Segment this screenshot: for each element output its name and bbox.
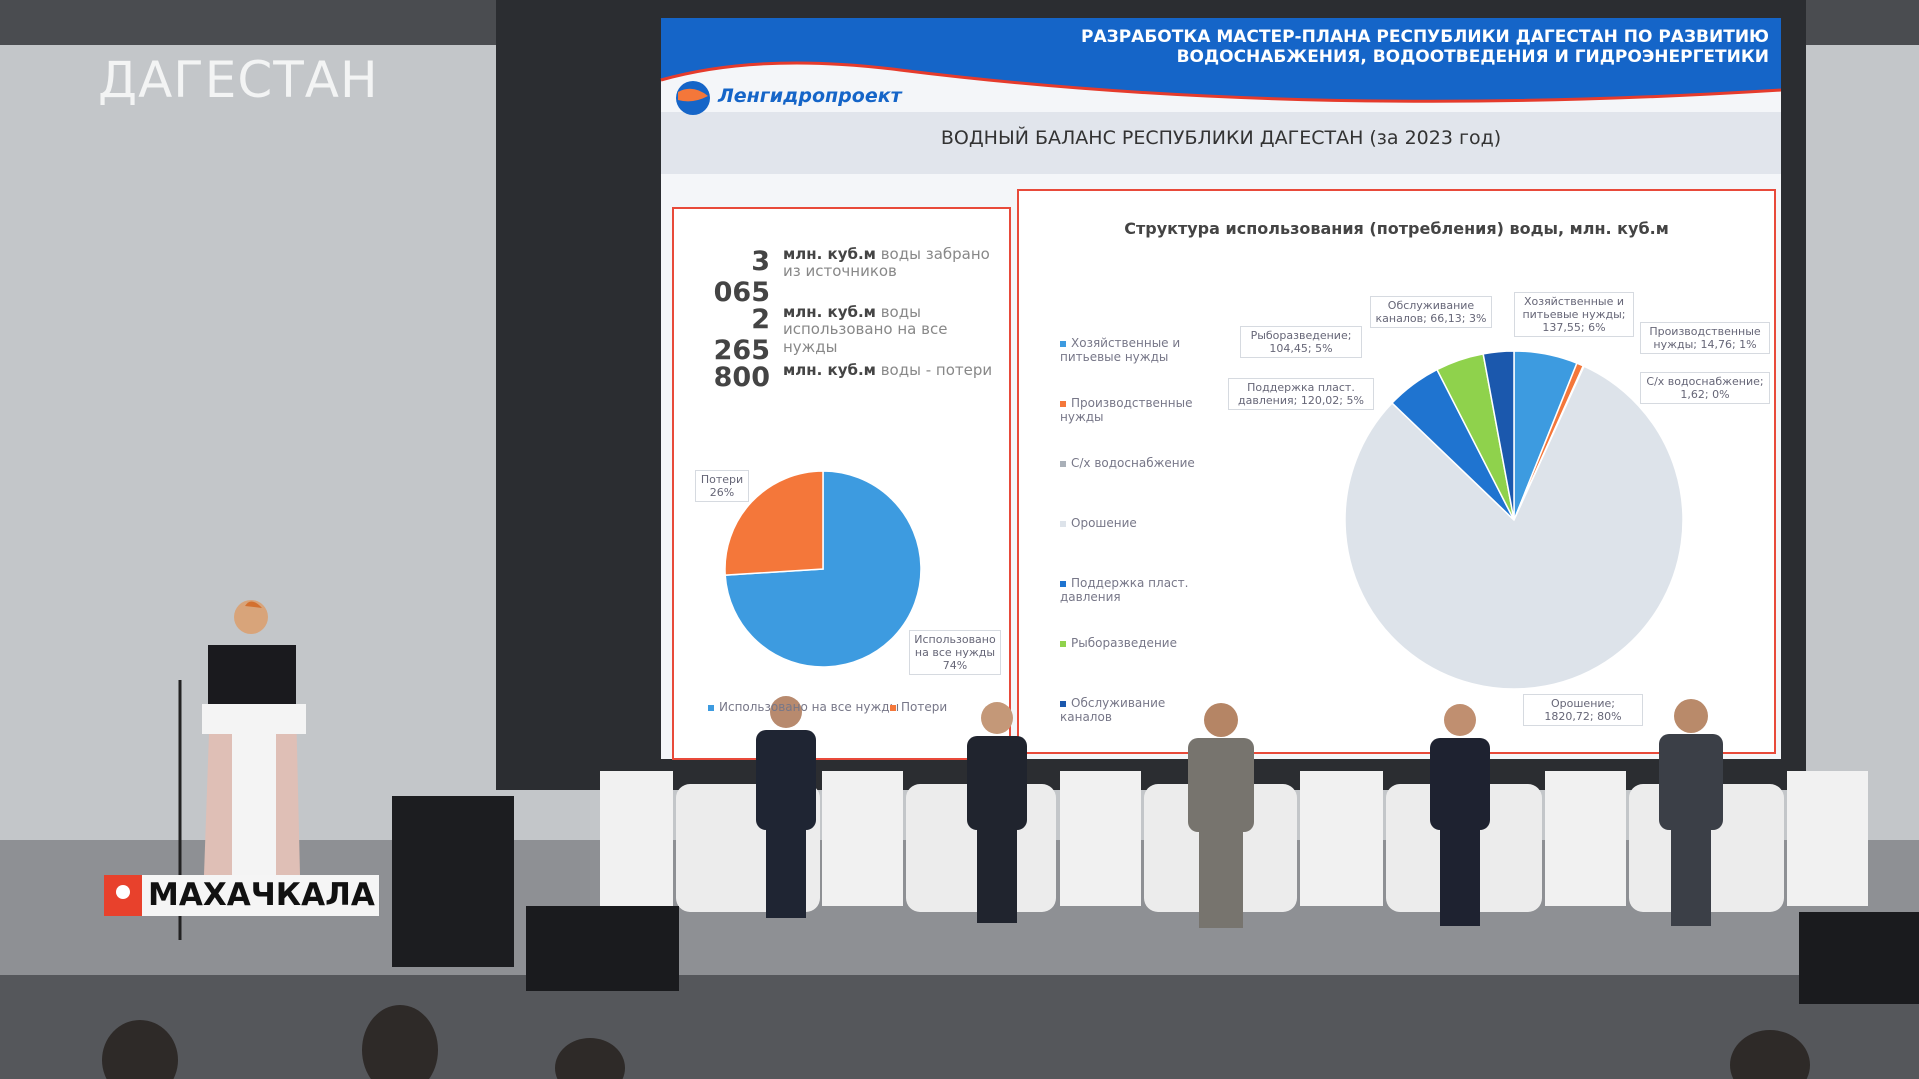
pie-label: Хозяйственные и питьевые нужды; 137,55; …: [1514, 292, 1634, 337]
slide-title-line: РАЗРАБОТКА МАСТЕР-ПЛАНА РЕСПУБЛИКИ ДАГЕС…: [1081, 27, 1769, 47]
stat-desc: воды забрано из источников: [783, 245, 990, 281]
stat-unit: млн. куб.м: [783, 361, 876, 379]
audience-heads: [102, 1005, 1810, 1079]
pie-label: Орошение; 1820,72; 80%: [1523, 694, 1643, 726]
location: МАХАЧКАЛА: [148, 877, 375, 913]
pie-label: Обслуживание каналов; 66,13; 3%: [1370, 296, 1492, 328]
legend-label: Поддержка пласт. давления: [1060, 576, 1189, 604]
pie-label: Производственные нужды; 14,76; 1%: [1640, 322, 1770, 354]
stat-value: 3 065: [713, 246, 770, 309]
stat-desc: воды использовано на все нужды: [783, 303, 948, 356]
legend-label: Рыборазведение: [1071, 636, 1177, 650]
pie-slice: [1344, 365, 1684, 690]
location-pin-dot: [116, 885, 130, 899]
company-logo-wave: [678, 88, 708, 102]
tv-monitor: [392, 796, 514, 967]
legend-item: Рыборазведение: [1060, 636, 1200, 650]
pie-label: Использовано на все нужды 74%: [909, 630, 1001, 675]
panelists: [756, 696, 1723, 928]
channel-logo: ДАГЕСТАН: [98, 51, 379, 109]
location-box: [142, 875, 379, 916]
pie-slice: [724, 470, 824, 576]
speaker-box: [526, 906, 679, 991]
table: [822, 771, 903, 906]
legend-item: Поддержка пласт. давления: [1060, 576, 1200, 604]
legend-marker: [1060, 700, 1066, 707]
legend-item: Хозяйственные и питьевые нужды: [1060, 336, 1200, 364]
slide-title-line: ВОДОСНАБЖЕНИЯ, ВОДООТВЕДЕНИЯ И ГИДРОЭНЕР…: [1176, 46, 1769, 67]
pie-label: Рыборазведение; 104,45; 5%: [1240, 326, 1362, 358]
pie-slice: [1482, 350, 1515, 521]
legend-item: Орошение: [1060, 516, 1200, 530]
table: [1545, 771, 1626, 906]
stat-desc: воды - потери: [880, 361, 993, 379]
slide-title: РАЗРАБОТКА МАСТЕР-ПЛАНА РЕСПУБЛИКИ ДАГЕС…: [1081, 27, 1769, 67]
pies: [724, 350, 1684, 690]
legend-label: Орошение: [1071, 516, 1137, 530]
subtitle-band: [661, 112, 1781, 174]
slide-subtitle: ВОДНЫЙ БАЛАНС РЕСПУБЛИКИ ДАГЕСТАН (за 20…: [940, 127, 1502, 149]
legend-item: Производственные нужды: [1060, 396, 1200, 424]
legend-item: С/х водоснабжение: [1060, 456, 1200, 470]
legend-marker: [1060, 640, 1066, 647]
stat-text: млн. куб.м воды - потери: [783, 361, 998, 379]
legend-label: Использовано на все нужды: [719, 700, 900, 714]
legend-marker: [1060, 520, 1066, 527]
table: [1060, 771, 1141, 906]
legend-marker: [1060, 460, 1066, 467]
legend-item: Потери: [890, 700, 947, 714]
legend-marker: [1060, 340, 1066, 347]
legend-label: Потери: [901, 700, 948, 714]
stat-unit: млн. куб.м: [783, 245, 876, 263]
pie-label: Потери 26%: [695, 470, 749, 502]
usage-pie-title: Структура использования (потребления) во…: [1124, 219, 1669, 238]
table: [600, 771, 673, 906]
speaker-box: [1799, 912, 1919, 1004]
legend-item: Использовано на все нужды: [708, 700, 899, 714]
legend-label: Хозяйственные и питьевые нужды: [1060, 336, 1181, 364]
legend-label: Производственные нужды: [1060, 396, 1193, 424]
table: [1300, 771, 1383, 906]
pie-label: С/х водоснабжение; 1,62; 0%: [1640, 372, 1770, 404]
stat-text: млн. куб.м воды использовано на все нужд…: [783, 303, 998, 356]
header-stripe: [660, 61, 1782, 103]
pie-label: Поддержка пласт. давления; 120,02; 5%: [1228, 378, 1374, 410]
legend-item: Обслуживание каналов: [1060, 696, 1200, 724]
slide-header: [661, 18, 1781, 102]
stage-front: [0, 975, 1919, 1079]
stat-value: 2 265: [713, 304, 770, 367]
stat-unit: млн. куб.м: [783, 303, 876, 321]
stat-text: млн. куб.м воды забрано из источников: [783, 245, 998, 281]
legend-marker: [1060, 580, 1066, 587]
legend-marker: [890, 704, 896, 711]
speaker: [178, 600, 306, 940]
stat-value: 800: [713, 362, 770, 393]
legend-label: С/х водоснабжение: [1071, 456, 1195, 470]
company-name: Ленгидропроект: [718, 85, 902, 107]
legend-marker: [708, 704, 714, 711]
legend-marker: [1060, 400, 1066, 407]
table: [1787, 771, 1868, 906]
legend-label: Обслуживание каналов: [1060, 696, 1166, 724]
